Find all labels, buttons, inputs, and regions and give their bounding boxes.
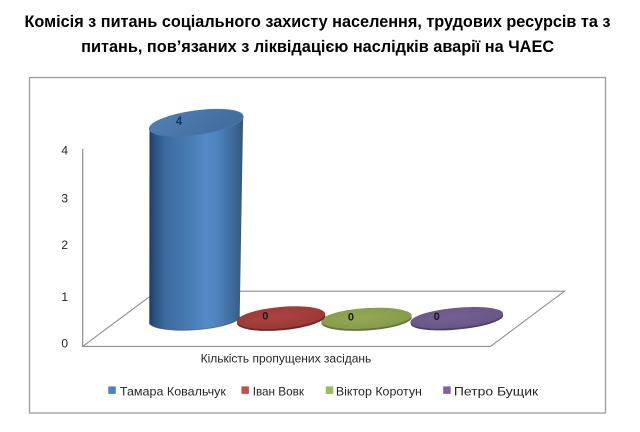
- svg-text:Іван Вовк: Іван Вовк: [253, 385, 305, 399]
- svg-text:Комісія з питань соціального з: Комісія з питань соціального захисту нас…: [25, 12, 611, 31]
- svg-text:4: 4: [176, 116, 183, 128]
- svg-text:1: 1: [61, 290, 68, 304]
- svg-text:Кількість пропущених засідань: Кількість пропущених засідань: [201, 351, 372, 365]
- svg-text:0: 0: [61, 337, 68, 351]
- svg-text:4: 4: [61, 144, 68, 158]
- svg-text:питань, пов’язаних з ліквідаці: питань, пов’язаних з ліквідацією наслідк…: [81, 37, 554, 56]
- svg-text:0: 0: [262, 310, 268, 322]
- svg-text:Віктор Коротун: Віктор Коротун: [336, 385, 422, 399]
- svg-text:0: 0: [434, 311, 440, 323]
- svg-text:0: 0: [348, 311, 354, 323]
- svg-text:Петро Бущик: Петро Бущик: [454, 385, 539, 399]
- svg-text:2: 2: [61, 238, 68, 252]
- svg-text:3: 3: [61, 192, 68, 206]
- svg-text:Тамара Ковальчук: Тамара Ковальчук: [120, 385, 227, 399]
